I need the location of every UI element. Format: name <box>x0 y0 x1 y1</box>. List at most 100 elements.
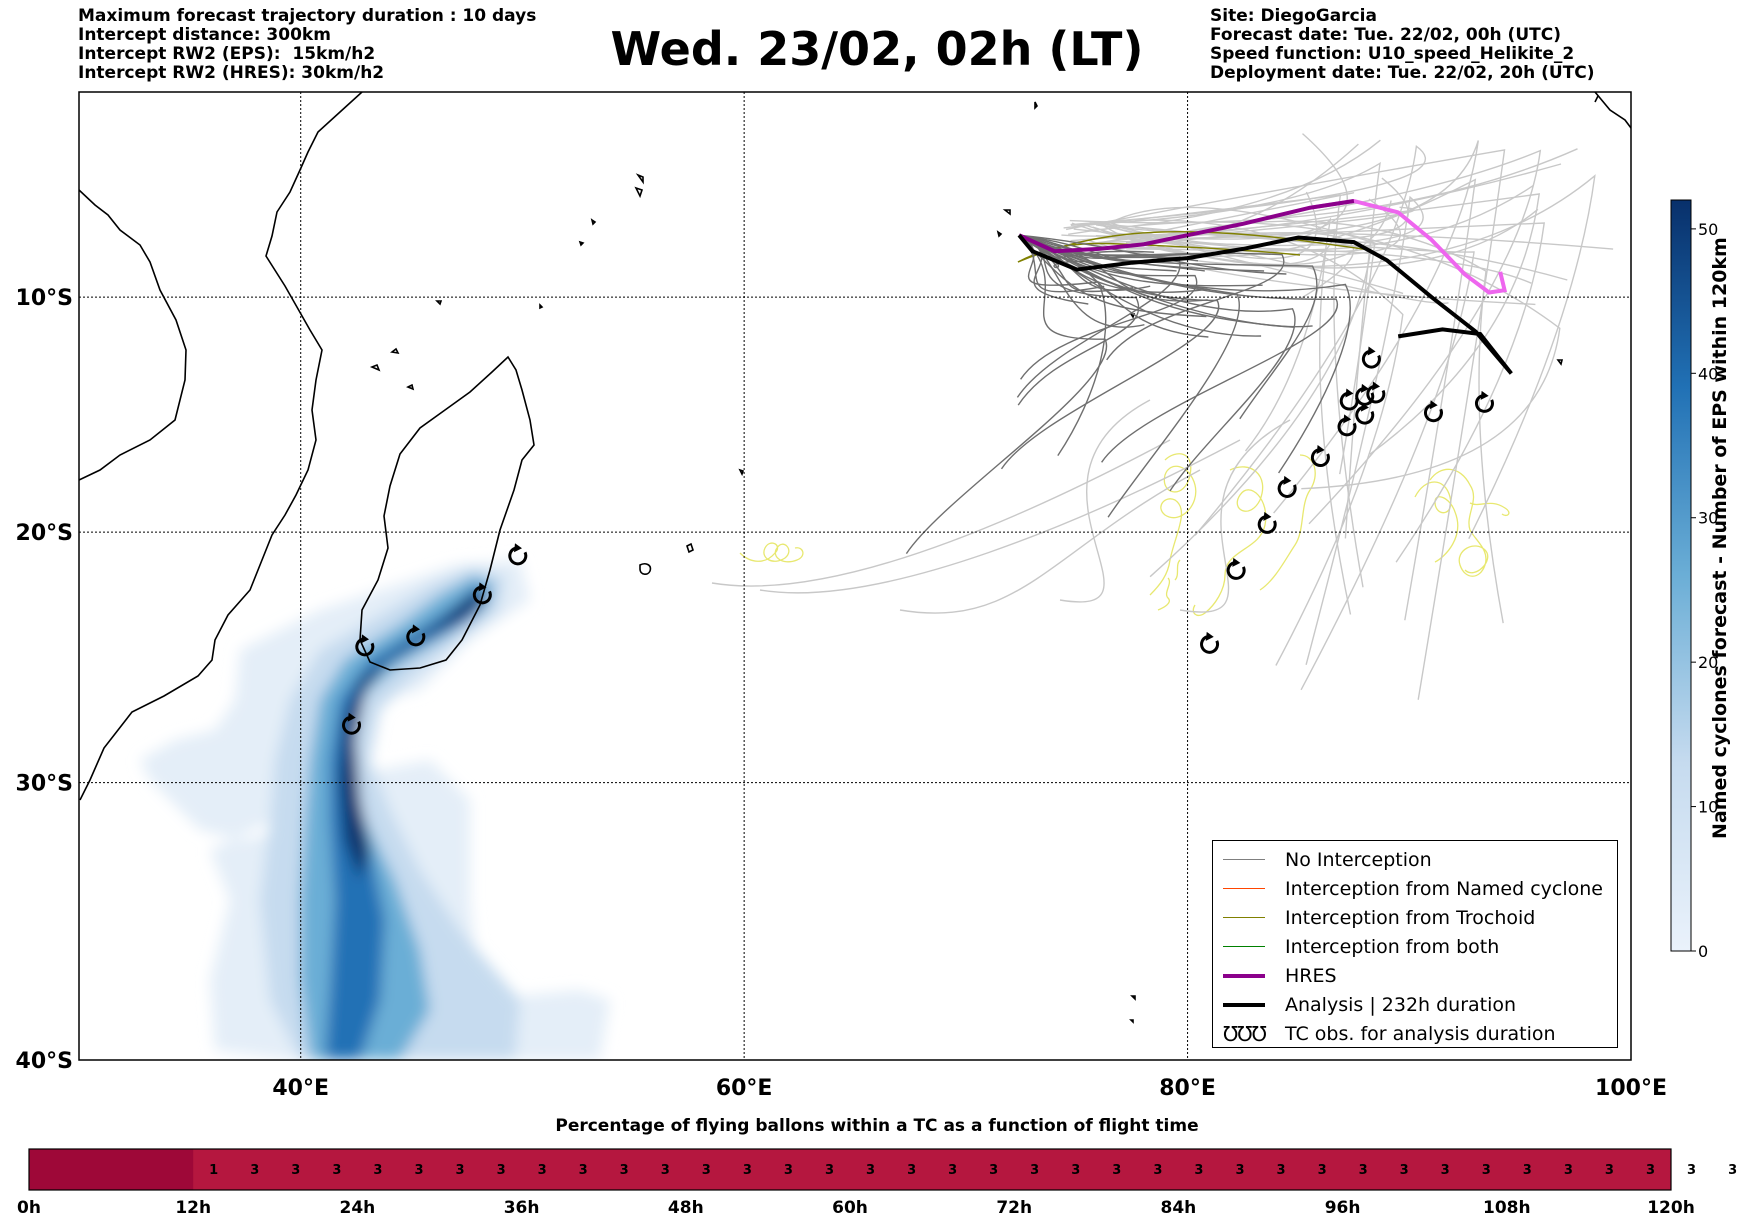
main-title: Wed. 23/02, 02h (LT) <box>610 22 1144 76</box>
percentage-value: 3 <box>702 1163 711 1178</box>
info-line: Intercept distance: 300km <box>78 25 331 45</box>
percentage-value: 3 <box>250 1163 259 1178</box>
legend-item-no-interception: No Interception <box>1223 845 1432 874</box>
legend-item-analysis: Analysis | 232h duration <box>1223 990 1516 1019</box>
analysis-track <box>1017 233 1513 375</box>
tc-obs-icon <box>1361 346 1381 369</box>
comoros-islands <box>369 347 415 391</box>
ensemble-track-no-interception <box>1018 234 1285 361</box>
legend-label: TC obs. for analysis duration <box>1285 1022 1556 1045</box>
x-tick-label: 100°E <box>1595 1076 1667 1101</box>
tc-obs-icon <box>1355 402 1375 425</box>
percentage-value: 3 <box>1112 1163 1121 1178</box>
hres-track <box>1018 199 1355 254</box>
tc-obs-icon <box>508 543 528 566</box>
ensemble-track <box>1072 174 1596 540</box>
legend-swatch <box>1223 1002 1265 1007</box>
tc-obs-icon <box>472 582 492 605</box>
colorbar-gradient <box>1670 199 1692 952</box>
tc-obs-icon <box>1355 383 1375 406</box>
ensemble-track <box>1099 192 1355 244</box>
legend-swatch <box>1223 859 1265 860</box>
density-level-5 <box>340 590 484 880</box>
legend-label: Interception from Named cyclone <box>1285 877 1603 900</box>
percentage-bar-values: 1333333333333333333333333333333333333333 <box>209 1163 1737 1178</box>
ensemble-track <box>1135 219 1404 666</box>
percentage-value: 3 <box>497 1163 506 1178</box>
percentage-tick-label: 24h <box>340 1198 376 1218</box>
colorbar-label: Named cyclones forecast - Number of EPS … <box>1709 237 1731 839</box>
axis-labels: 40°E 60°E 80°E 100°E 10°S 20°S 30°S 40°S <box>16 286 1667 1101</box>
info-line: Deployment date: Tue. 22/02, 20h (UTC) <box>1210 63 1595 83</box>
colorbar-ticks: 0 10 20 30 40 50 <box>1691 220 1718 961</box>
percentage-tick-label: 0h <box>17 1198 41 1218</box>
percentage-value: 3 <box>373 1163 382 1178</box>
no-interception-trajectories <box>905 234 1351 554</box>
seychelles-islands <box>435 173 644 310</box>
x-tick-label: 60°E <box>716 1076 773 1101</box>
percentage-value: 3 <box>784 1163 793 1178</box>
ensemble-track <box>1179 419 1291 613</box>
y-tick-label: 20°S <box>16 521 73 546</box>
ensemble-track <box>1079 222 1546 563</box>
ensemble-track <box>1070 161 1381 539</box>
density-level-4 <box>325 585 488 1060</box>
percentage-tick-label: 72h <box>996 1198 1032 1218</box>
legend-label: No Interception <box>1285 848 1432 871</box>
info-line: Maximum forecast trajectory duration : 1… <box>78 6 537 26</box>
percentage-value: 3 <box>1646 1163 1655 1178</box>
percentage-value: 3 <box>1071 1163 1080 1178</box>
percentage-value: 3 <box>743 1163 752 1178</box>
ensemble-track <box>1134 177 1409 241</box>
percentage-bar-background <box>29 1149 1671 1190</box>
percentage-bar: 1333333333333333333333333333333333333333… <box>17 1148 1737 1218</box>
colorbar-tick-label: 10 <box>1698 798 1718 817</box>
percentage-value: 3 <box>1441 1163 1450 1178</box>
legend-label: Analysis | 232h duration <box>1285 993 1517 1016</box>
y-tick-label: 30°S <box>16 772 73 797</box>
percentage-value: 3 <box>1400 1163 1409 1178</box>
legend: No Interception Interception from Named … <box>1212 840 1618 1048</box>
yellow-track <box>1259 454 1316 591</box>
percentage-value: 3 <box>1687 1163 1696 1178</box>
tc-obs-icon <box>1475 390 1494 413</box>
colorbar-tick-label: 50 <box>1698 220 1718 239</box>
tc-obs-icon <box>1337 414 1357 437</box>
legend-label: HRES <box>1285 964 1337 987</box>
percentage-value: 3 <box>1523 1163 1532 1178</box>
percentage-value: 3 <box>989 1163 998 1178</box>
asia-coast <box>1594 92 1631 129</box>
africa-coast <box>79 92 363 801</box>
percentage-value: 3 <box>825 1163 834 1178</box>
percentage-value: 3 <box>1153 1163 1162 1178</box>
ensemble-track-no-interception <box>1018 234 1339 463</box>
arabian-coast <box>79 189 187 481</box>
tc-obs-icon <box>1310 445 1330 468</box>
info-line: Site: DiegoGarcia <box>1210 6 1377 26</box>
legend-swatch <box>1223 917 1265 918</box>
tc-obs-icon <box>355 634 375 657</box>
trochoid-loops <box>739 453 1510 617</box>
percentage-value: 3 <box>661 1163 670 1178</box>
percentage-tick-label: 84h <box>1161 1198 1197 1218</box>
ensemble-track <box>759 439 1241 594</box>
tc-obs-icon <box>1226 557 1246 580</box>
colorbar-tick-label: 30 <box>1698 509 1718 528</box>
ensemble-track-no-interception <box>905 234 1108 554</box>
yellow-track <box>1149 453 1197 596</box>
header-right-info: Site: DiegoGarcia Forecast date: Tue. 22… <box>1210 7 1595 83</box>
percentage-tick-label: 36h <box>504 1198 540 1218</box>
percentage-value: 1 <box>209 1163 218 1178</box>
percentage-value: 3 <box>1605 1163 1614 1178</box>
legend-item-trochoid: Interception from Trochoid <box>1223 903 1535 932</box>
info-line: Intercept RW2 (EPS): 15km/h2 <box>78 44 376 64</box>
percentage-tick-label: 12h <box>175 1198 211 1218</box>
percentage-bar-title: Percentage of flying ballons within a TC… <box>555 1116 1199 1136</box>
tc-obs-icon <box>342 712 361 735</box>
info-line: Forecast date: Tue. 22/02, 00h (UTC) <box>1210 25 1561 45</box>
yellow-track <box>1414 481 1510 563</box>
legend-label: Interception from Trochoid <box>1285 906 1536 929</box>
percentage-value: 3 <box>1728 1163 1737 1178</box>
percentage-bar-frame <box>28 1148 1672 1191</box>
